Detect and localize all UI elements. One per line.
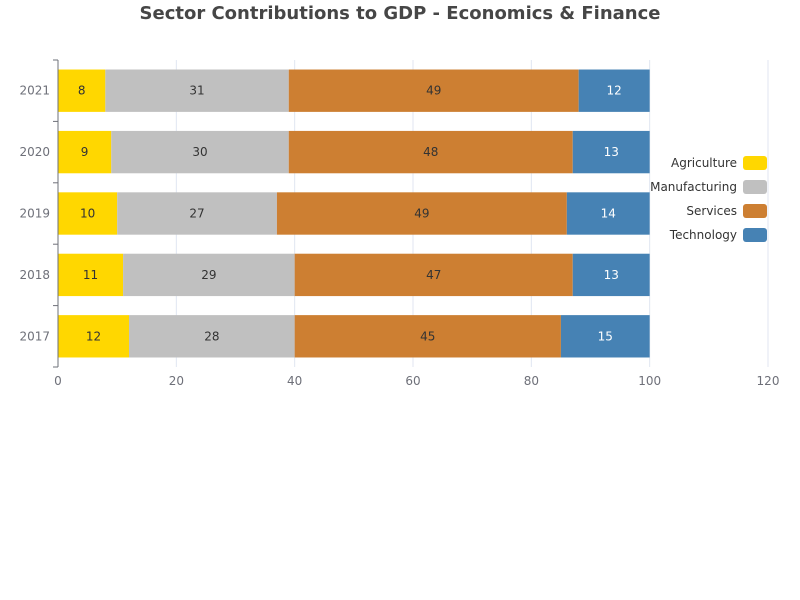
legend-label: Manufacturing (650, 180, 737, 194)
data-label: 12 (86, 329, 101, 343)
data-label: 28 (204, 329, 219, 343)
x-tick-label: 20 (169, 374, 184, 388)
bar-segment (572, 130, 650, 174)
data-label: 15 (598, 329, 613, 343)
y-category-label: 2019 (19, 207, 50, 221)
y-category-label: 2017 (19, 329, 50, 343)
bar-segment (105, 69, 289, 112)
bar-segment (294, 315, 561, 358)
axes: 0 20 40 60 80 100 120 2017 2018 2019 2020 2021 (19, 59, 780, 388)
bar-segment (58, 192, 118, 235)
data-label: 47 (426, 268, 441, 282)
bar-segment (294, 253, 573, 297)
x-tick-label: 0 (54, 374, 62, 388)
bar-segment (58, 130, 112, 174)
bar-segment (572, 253, 650, 297)
x-tick-label: 100 (638, 374, 661, 388)
legend-label: Agriculture (671, 156, 737, 170)
legend-swatch (743, 180, 767, 194)
legend-swatch (743, 204, 767, 218)
bar-segment (288, 130, 573, 174)
bar-segment (58, 253, 124, 297)
data-label: 45 (420, 329, 435, 343)
bar-segment (276, 192, 567, 235)
data-label: 14 (601, 207, 616, 221)
bar-segment (129, 315, 295, 358)
bar-segment (123, 253, 295, 297)
data-label: 13 (604, 268, 619, 282)
x-tick-label: 40 (287, 374, 302, 388)
data-label: 8 (78, 84, 86, 98)
legend-label: Services (686, 204, 737, 218)
y-category-label: 2021 (19, 84, 50, 98)
data-label: 9 (81, 145, 89, 159)
legend-label: Technology (669, 228, 737, 242)
data-label: 48 (423, 145, 438, 159)
x-tick-label: 120 (757, 374, 780, 388)
bar-segment (288, 69, 579, 112)
legend-swatch (743, 156, 767, 170)
bar-segment (111, 130, 289, 174)
data-label: 13 (604, 145, 619, 159)
bar-segment (58, 69, 106, 112)
data-label: 27 (189, 207, 204, 221)
data-label: 49 (414, 207, 429, 221)
bar-segment (578, 69, 650, 112)
data-label: 49 (426, 84, 441, 98)
bars: 12 28 45 15 11 29 47 13 10 27 49 14 9 30 48 13 8 31 49 12 (58, 69, 650, 358)
legend-swatch (743, 228, 767, 242)
chart-title: Sector Contributions to GDP - Economics … (140, 3, 661, 24)
bar-segment (566, 192, 650, 235)
data-label: 29 (201, 268, 216, 282)
y-category-label: 2018 (19, 268, 50, 282)
data-label: 12 (607, 84, 622, 98)
data-label: 11 (83, 268, 98, 282)
bar-segment (117, 192, 277, 235)
bar-segment (58, 315, 129, 358)
x-tick-label: 60 (405, 374, 420, 388)
data-label: 30 (192, 145, 207, 159)
legend: Agriculture Manufacturing Services Technolo… (650, 156, 767, 242)
bar-segment (560, 315, 650, 358)
x-tick-label: 80 (524, 374, 539, 388)
y-category-label: 2020 (19, 145, 50, 159)
data-label: 31 (189, 84, 204, 98)
data-label: 10 (80, 207, 95, 221)
